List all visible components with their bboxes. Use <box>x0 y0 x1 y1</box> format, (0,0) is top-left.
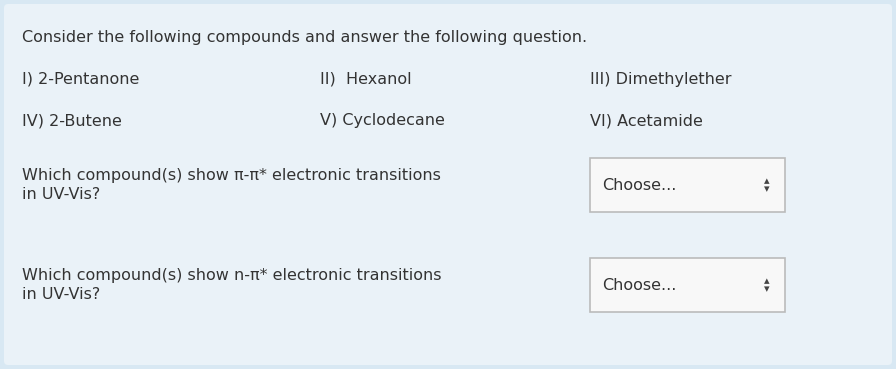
Text: Choose...: Choose... <box>602 277 676 293</box>
Text: Which compound(s) show n-π* electronic transitions: Which compound(s) show n-π* electronic t… <box>22 268 442 283</box>
Text: V) Cyclodecane: V) Cyclodecane <box>320 113 445 128</box>
Text: IV) 2-Butene: IV) 2-Butene <box>22 113 122 128</box>
Text: in UV-Vis?: in UV-Vis? <box>22 287 100 302</box>
Text: ▾: ▾ <box>764 184 770 194</box>
Text: I) 2-Pentanone: I) 2-Pentanone <box>22 72 140 87</box>
Text: ▴: ▴ <box>764 176 770 186</box>
Text: VI) Acetamide: VI) Acetamide <box>590 113 702 128</box>
Text: ▴: ▴ <box>764 276 770 286</box>
Text: ▾: ▾ <box>764 284 770 294</box>
Text: II)  Hexanol: II) Hexanol <box>320 72 411 87</box>
Text: Which compound(s) show π-π* electronic transitions: Which compound(s) show π-π* electronic t… <box>22 168 441 183</box>
FancyBboxPatch shape <box>4 4 892 365</box>
Text: in UV-Vis?: in UV-Vis? <box>22 187 100 202</box>
Text: Consider the following compounds and answer the following question.: Consider the following compounds and ans… <box>22 30 587 45</box>
Text: III) Dimethylether: III) Dimethylether <box>590 72 731 87</box>
FancyBboxPatch shape <box>590 258 785 312</box>
Text: Choose...: Choose... <box>602 177 676 193</box>
FancyBboxPatch shape <box>590 158 785 212</box>
